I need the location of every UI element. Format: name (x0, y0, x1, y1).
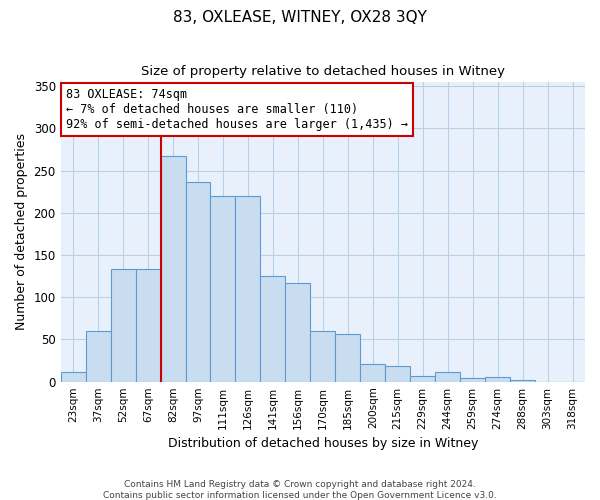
Bar (211, 196, 235, 382)
Bar (385, 366, 410, 382)
Bar (435, 372, 460, 382)
Bar (410, 376, 435, 382)
Bar (61, 372, 86, 382)
Bar (510, 380, 535, 382)
Bar (286, 283, 310, 382)
Y-axis label: Number of detached properties: Number of detached properties (15, 134, 28, 330)
Bar (161, 156, 185, 382)
Text: 83 OXLEASE: 74sqm
← 7% of detached houses are smaller (110)
92% of semi-detached: 83 OXLEASE: 74sqm ← 7% of detached house… (66, 88, 408, 131)
Bar (310, 331, 335, 382)
Bar (460, 378, 485, 382)
Bar (485, 376, 510, 382)
X-axis label: Distribution of detached houses by size in Witney: Distribution of detached houses by size … (167, 437, 478, 450)
Bar (86, 331, 110, 382)
Bar (110, 270, 136, 382)
Bar (185, 182, 211, 382)
Text: Contains HM Land Registry data © Crown copyright and database right 2024.
Contai: Contains HM Land Registry data © Crown c… (103, 480, 497, 500)
Bar (235, 196, 260, 382)
Bar (360, 364, 385, 382)
Bar (335, 334, 360, 382)
Title: Size of property relative to detached houses in Witney: Size of property relative to detached ho… (141, 65, 505, 78)
Bar (260, 276, 286, 382)
Bar (136, 270, 161, 382)
Text: 83, OXLEASE, WITNEY, OX28 3QY: 83, OXLEASE, WITNEY, OX28 3QY (173, 10, 427, 25)
